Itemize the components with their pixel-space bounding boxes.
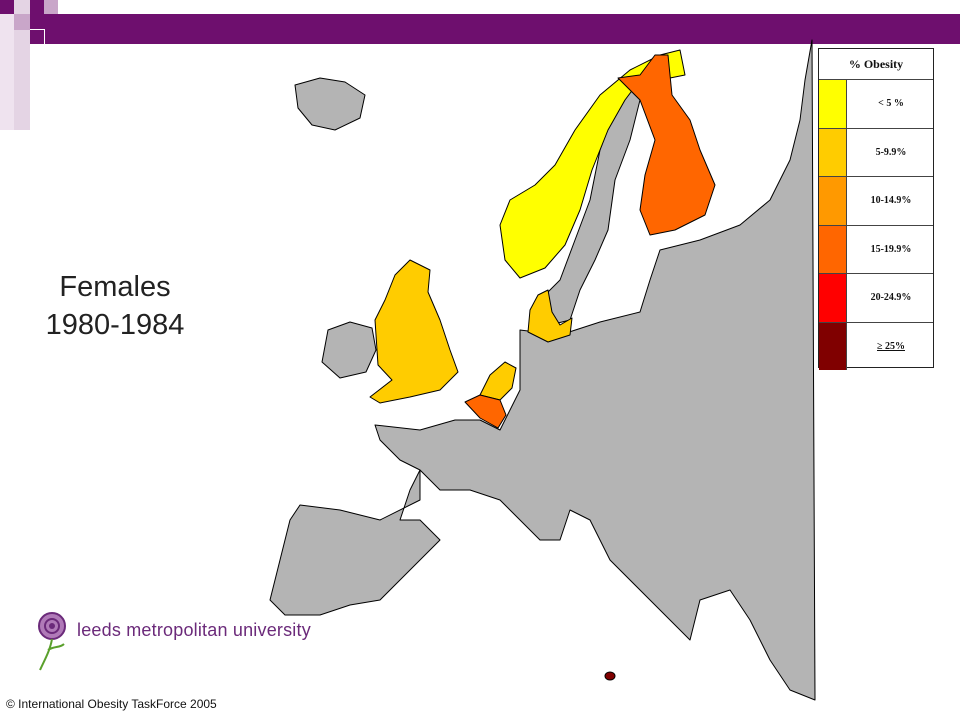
legend-label: 5-9.9% xyxy=(875,146,907,158)
legend-item: ≥ 25% xyxy=(819,321,933,370)
country-malta xyxy=(604,671,616,681)
legend-item: 5-9.9% xyxy=(819,127,933,176)
legend: % Obesity < 5 % 5-9.9% 10-14.9% 15-19.9%… xyxy=(818,48,934,370)
country-ireland xyxy=(321,321,377,379)
decorative-square xyxy=(30,30,44,44)
country-belgium xyxy=(464,394,507,429)
decorative-square xyxy=(0,14,14,130)
title-line-1: Females xyxy=(59,271,171,303)
legend-item: 20-24.9% xyxy=(819,273,933,322)
copyright-text: © International Obesity TaskForce 2005 xyxy=(6,697,217,711)
legend-swatch xyxy=(819,274,847,322)
decorative-square xyxy=(0,0,14,14)
legend-item: < 5 % xyxy=(819,79,933,128)
legend-swatch xyxy=(819,322,847,370)
country-mainland xyxy=(269,39,816,701)
country-denmark xyxy=(527,289,573,343)
decorative-square xyxy=(14,0,30,14)
legend-title: % Obesity xyxy=(848,57,904,71)
decorative-square xyxy=(14,30,30,130)
country-netherlands xyxy=(479,361,517,401)
legend-swatch xyxy=(819,225,847,273)
rose-icon xyxy=(38,612,66,671)
logo-text: leeds metropolitan university xyxy=(77,620,311,640)
decorative-square xyxy=(44,0,58,14)
country-finland xyxy=(617,54,716,236)
decorative-square xyxy=(14,14,30,30)
country-united-kingdom xyxy=(369,259,459,404)
legend-item: 10-14.9% xyxy=(819,176,933,225)
legend-swatch xyxy=(819,128,847,176)
legend-label: < 5 % xyxy=(878,98,904,110)
country-norway xyxy=(499,49,686,279)
legend-label: ≥ 25% xyxy=(877,340,905,352)
legend-item: 15-19.9% xyxy=(819,224,933,273)
header-bar xyxy=(45,14,960,44)
decorative-square xyxy=(30,0,44,14)
legend-label: 20-24.9% xyxy=(870,292,912,304)
legend-swatch xyxy=(819,177,847,225)
legend-label: 10-14.9% xyxy=(870,195,912,207)
legend-label: 15-19.9% xyxy=(870,243,912,255)
map-title: Females 1980-1984 xyxy=(20,268,210,344)
university-logo xyxy=(38,612,66,671)
title-line-2: 1980-1984 xyxy=(45,309,185,341)
legend-swatch xyxy=(819,80,847,128)
country-iceland xyxy=(294,77,366,131)
decorative-square xyxy=(30,14,45,29)
